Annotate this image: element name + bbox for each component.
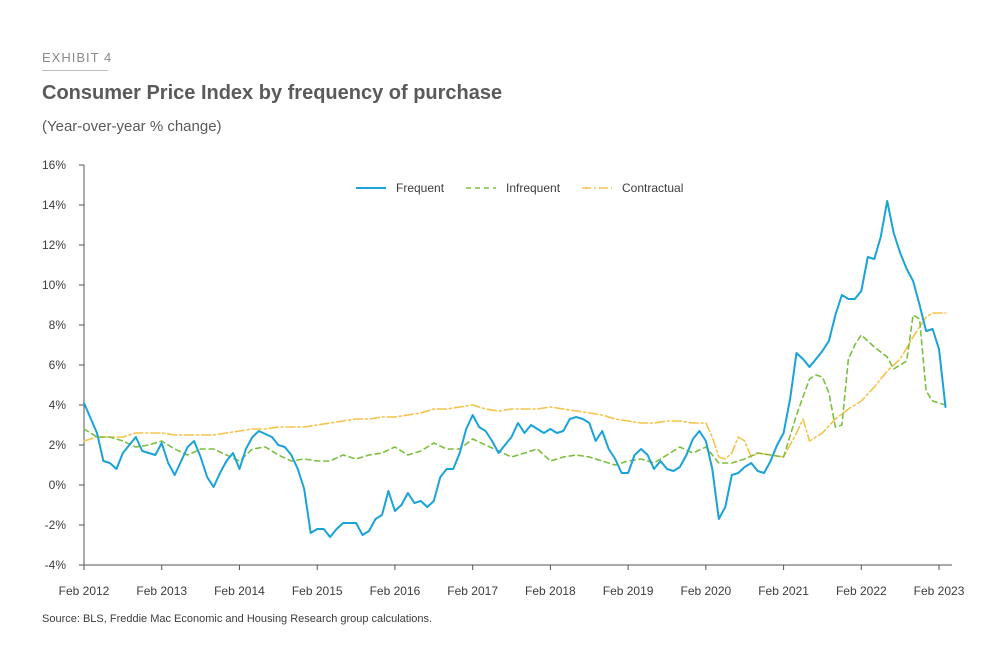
x-tick-label: Feb 2016 xyxy=(370,584,421,598)
x-tick-label: Feb 2017 xyxy=(447,584,498,598)
legend-label-infrequent: Infrequent xyxy=(506,181,561,195)
x-tick-label: Feb 2021 xyxy=(758,584,809,598)
x-axis: Feb 2012 Feb 2013 Feb 2014 Feb 2015 Feb 2016… xyxy=(59,564,965,598)
series-line-contractual xyxy=(83,312,947,460)
x-tick-label: Feb 2013 xyxy=(136,584,187,598)
exhibit-label: EXHIBIT 4 xyxy=(42,50,113,65)
x-tick-label: Feb 2020 xyxy=(680,584,731,598)
y-tick-label: 2% xyxy=(49,438,67,452)
series-layer xyxy=(83,200,947,538)
y-axis: -4% -2% 0% 2% 4% 6% 8% 10% 12% 14% 16% xyxy=(42,158,85,572)
y-tick-label: -4% xyxy=(45,558,67,572)
y-tick-label: 4% xyxy=(49,398,67,412)
x-tick-label: Feb 2019 xyxy=(603,584,654,598)
y-tick-label: 8% xyxy=(49,318,67,332)
y-tick-label: 14% xyxy=(42,198,66,212)
exhibit-underline xyxy=(42,70,108,71)
chart-subtitle: (Year-over-year % change) xyxy=(42,118,222,135)
y-tick-label: 12% xyxy=(42,238,66,252)
y-tick-label: 10% xyxy=(42,278,66,292)
y-tick-label: 16% xyxy=(42,158,66,172)
chart-title: Consumer Price Index by frequency of pur… xyxy=(42,82,503,104)
legend-label-contractual: Contractual xyxy=(622,181,683,195)
x-tick-label: Feb 2012 xyxy=(59,584,110,598)
x-tick-label: Feb 2022 xyxy=(836,584,887,598)
x-tick-label: Feb 2023 xyxy=(914,584,965,598)
y-tick-label: -2% xyxy=(45,518,67,532)
y-tick-label: 0% xyxy=(49,478,67,492)
x-tick-label: Feb 2014 xyxy=(214,584,265,598)
y-tick-label: 6% xyxy=(49,358,67,372)
source-note: Source: BLS, Freddie Mac Economic and Ho… xyxy=(42,613,433,625)
x-tick-label: Feb 2015 xyxy=(292,584,343,598)
legend: Frequent Infrequent Contractual xyxy=(356,181,683,195)
legend-label-frequent: Frequent xyxy=(396,181,445,195)
series-line-infrequent xyxy=(83,314,947,466)
x-tick-label: Feb 2018 xyxy=(525,584,576,598)
series-line-frequent xyxy=(83,200,947,538)
